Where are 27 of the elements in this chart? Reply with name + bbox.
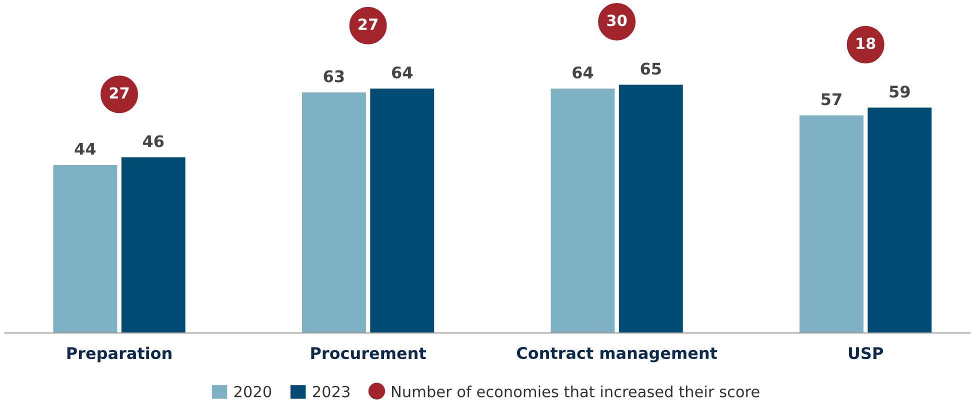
bar [302, 92, 366, 333]
bar [550, 88, 615, 333]
data-label: 44 [74, 143, 96, 155]
bar [53, 164, 118, 333]
annotation: 27 [110, 87, 129, 99]
x-tick-label: USP [848, 347, 884, 360]
data-label: 64 [392, 66, 413, 79]
bar [618, 84, 683, 333]
data-label: 59 [890, 86, 910, 98]
text: 27 [358, 18, 378, 30]
legend-label: 2023 [312, 386, 350, 398]
text: Number of economies that increased their score [392, 386, 760, 398]
data-label: 64 [572, 66, 594, 79]
bar [121, 157, 186, 333]
data-label: 57 [822, 93, 842, 106]
bar [370, 88, 434, 333]
x-tick-label: Preparation [67, 346, 172, 362]
bar [800, 115, 864, 333]
legend-label: 2020 [234, 386, 272, 398]
text: 18 [856, 38, 876, 50]
bar [868, 108, 932, 333]
data-label: 46 [142, 135, 164, 148]
x-tick-label: Procurement [311, 347, 426, 360]
x-tick-label: Contract management [516, 346, 718, 362]
data-label: 65 [640, 62, 661, 75]
text: 30 [607, 14, 627, 26]
data-label: 63 [324, 70, 344, 82]
